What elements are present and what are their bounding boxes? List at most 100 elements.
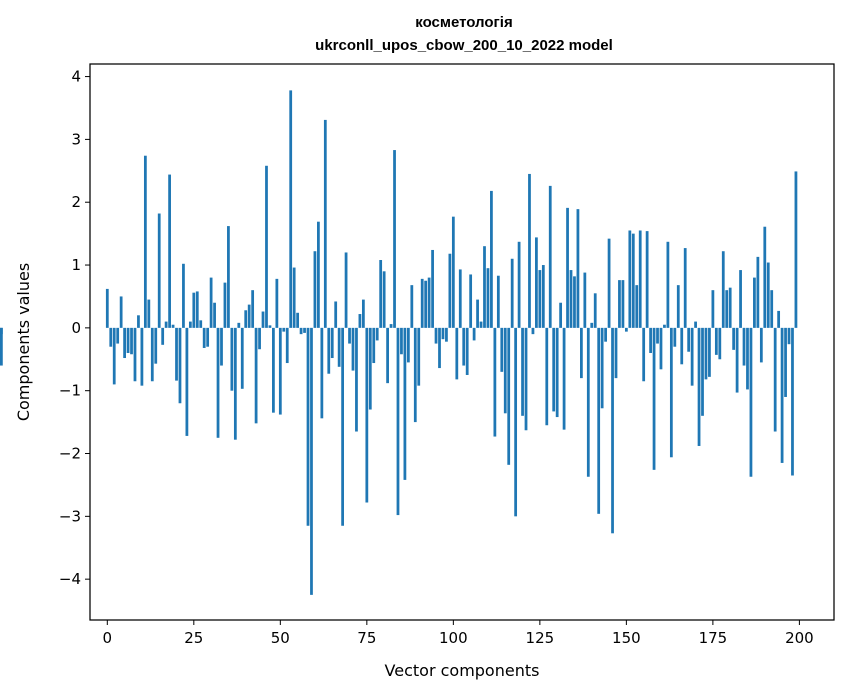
bar: [659, 327, 663, 370]
bar: [213, 302, 216, 328]
bar: [375, 327, 379, 341]
bar: [261, 311, 265, 328]
bar: [337, 327, 341, 367]
bar: [220, 327, 223, 366]
bar: [164, 321, 168, 328]
bar: [265, 165, 268, 328]
bar: [728, 287, 732, 328]
bar: [680, 327, 684, 365]
bar: [535, 237, 538, 328]
bar: [704, 327, 708, 380]
bar: [514, 327, 518, 517]
bar: [770, 290, 774, 328]
bar: [780, 327, 784, 463]
bar: [130, 327, 133, 355]
bar: [479, 321, 483, 328]
bar: [528, 173, 531, 328]
bar: [382, 271, 386, 328]
bar: [649, 327, 652, 353]
bar: [154, 327, 158, 364]
bar: [251, 290, 255, 328]
bar: [521, 327, 524, 416]
bar: [116, 327, 120, 344]
x-tick-label: 25: [184, 629, 203, 647]
bar: [317, 221, 320, 328]
bar: [573, 276, 576, 328]
bar: [285, 327, 289, 364]
bar: [247, 304, 251, 328]
bar: [330, 327, 334, 359]
bar: [424, 280, 428, 328]
bar: [268, 325, 272, 328]
bar: [157, 213, 161, 328]
bar: [517, 241, 521, 328]
bar: [306, 327, 310, 526]
bar: [531, 327, 535, 335]
chart-subtitle: ukrconll_upos_cbow_200_10_2022 model: [315, 37, 613, 54]
y-tick-label: 3: [71, 130, 81, 148]
bar: [580, 327, 583, 379]
bar: [493, 327, 497, 437]
bar: [123, 327, 126, 359]
bar: [718, 327, 722, 360]
bar: [206, 327, 210, 347]
bar: [341, 327, 344, 526]
bar: [400, 327, 403, 355]
bar: [701, 327, 704, 416]
bar: [445, 327, 448, 342]
bar: [137, 315, 140, 328]
bar: [240, 327, 244, 389]
x-tick-label: 50: [271, 629, 290, 647]
bar: [209, 277, 213, 328]
bar: [168, 174, 171, 328]
bar: [403, 327, 407, 480]
bar: [759, 327, 763, 363]
bar: [483, 246, 486, 328]
bar: [455, 327, 459, 380]
bar: [379, 260, 383, 328]
bar: [524, 327, 528, 431]
bar: [303, 327, 306, 333]
bar: [777, 310, 781, 328]
bar: [690, 327, 694, 386]
bar: [202, 327, 206, 348]
bar: [472, 327, 476, 341]
bar: [621, 280, 625, 328]
bar: [576, 209, 580, 328]
bar: [348, 327, 351, 344]
bar: [566, 207, 569, 328]
bar: [0, 327, 3, 366]
bar: [749, 327, 753, 477]
bar: [725, 290, 729, 328]
x-tick-label: 175: [699, 629, 728, 647]
bar: [656, 327, 659, 344]
x-tick-label: 200: [785, 629, 814, 647]
bar: [313, 251, 317, 328]
bar: [171, 324, 175, 328]
bar: [791, 327, 794, 476]
bar: [711, 290, 715, 328]
bar: [562, 327, 566, 430]
x-tick-label: 150: [612, 629, 641, 647]
bar: [638, 230, 642, 328]
bar: [185, 327, 189, 436]
bar: [784, 327, 787, 397]
bar: [490, 190, 493, 328]
bar: [216, 327, 220, 438]
bar: [323, 119, 327, 328]
bar: [427, 277, 431, 328]
bar: [327, 327, 331, 374]
y-axis-label: Components values: [14, 263, 33, 421]
bar: [413, 327, 417, 423]
bar: [611, 327, 614, 534]
bar: [188, 321, 192, 328]
bar: [119, 296, 123, 328]
bar: [358, 314, 362, 328]
bar: [393, 150, 396, 328]
y-tick-label: 2: [71, 193, 81, 211]
bar: [555, 327, 559, 418]
y-tick-label: 1: [71, 256, 81, 274]
bar: [420, 278, 424, 328]
bar: [545, 327, 549, 426]
bar: [635, 285, 639, 328]
